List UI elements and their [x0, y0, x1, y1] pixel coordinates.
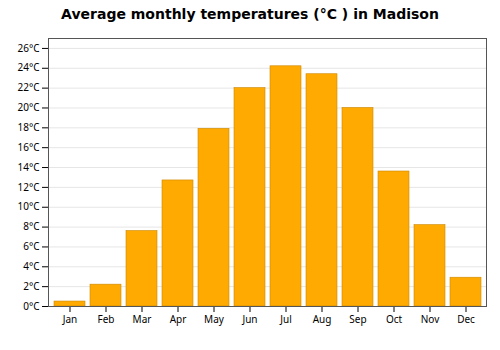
svg-text:8°C: 8°C: [23, 219, 40, 233]
svg-text:22°C: 22°C: [17, 80, 40, 94]
svg-text:Jun: Jun: [241, 312, 257, 326]
svg-text:Apr: Apr: [170, 312, 187, 326]
svg-text:10°C: 10°C: [17, 199, 40, 213]
svg-text:26°C: 26°C: [17, 41, 40, 55]
svg-text:Sep: Sep: [349, 312, 366, 326]
html-text:Average monthly temperatures (: Average monthly temperatures (°C ) in Ma…: [61, 6, 439, 22]
svg-text:May: May: [204, 312, 225, 326]
svg-text:2°C: 2°C: [23, 279, 40, 293]
svg-text:Oct: Oct: [386, 312, 403, 326]
svg-text:Jan: Jan: [62, 312, 78, 326]
svg-text:6°C: 6°C: [23, 239, 40, 253]
svg-text:16°C: 16°C: [17, 140, 40, 154]
svg-text:12°C: 12°C: [17, 180, 40, 194]
svg-text:Nov: Nov: [421, 312, 440, 326]
svg-text:4°C: 4°C: [23, 259, 40, 273]
svg-text:Aug: Aug: [313, 312, 332, 326]
svg-text:Feb: Feb: [98, 312, 115, 326]
svg-text:Mar: Mar: [133, 312, 152, 326]
svg-text:Dec: Dec: [457, 312, 475, 326]
svg-text:24°C: 24°C: [17, 60, 40, 74]
svg-text:18°C: 18°C: [17, 120, 40, 134]
svg-text:Jul: Jul: [279, 312, 292, 326]
svg-text:14°C: 14°C: [17, 160, 40, 174]
svg-text:20°C: 20°C: [17, 100, 40, 114]
svg-text:0°C: 0°C: [23, 299, 40, 313]
